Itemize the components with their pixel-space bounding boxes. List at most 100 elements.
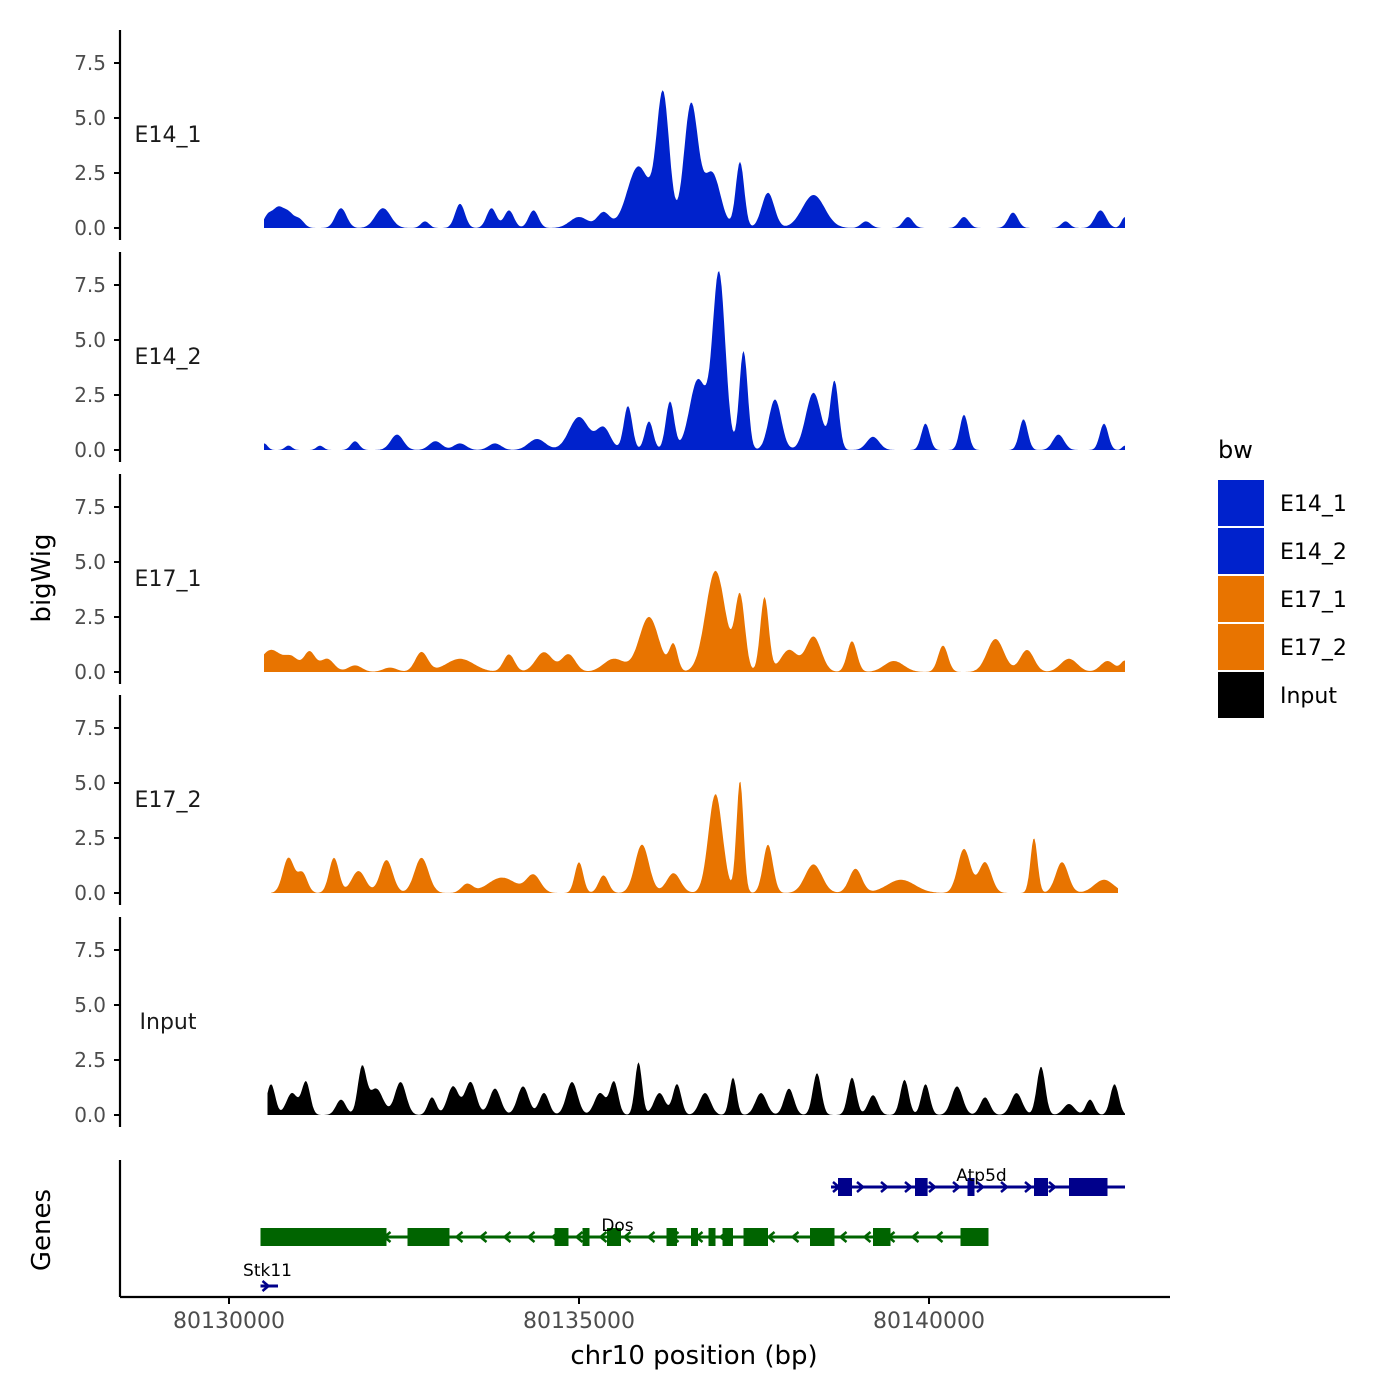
y-tick-label: 2.5 (74, 383, 106, 407)
strand-arrow (862, 1231, 872, 1243)
legend-swatch (1218, 480, 1264, 526)
y-tick-label: 2.5 (74, 1048, 106, 1072)
strand-arrow (766, 1231, 776, 1243)
y-tick-label: 5.0 (74, 993, 106, 1017)
y-tick-label: 2.5 (74, 826, 106, 850)
y-tick-label: 5.0 (74, 106, 106, 130)
strand-arrow (478, 1231, 488, 1243)
y-tick-label: 7.5 (74, 51, 106, 75)
exon (838, 1178, 852, 1196)
exon (554, 1228, 569, 1246)
exon (1034, 1178, 1048, 1196)
strand-arrow (856, 1181, 865, 1193)
legend-label: E14_1 (1280, 492, 1347, 517)
strand-arrow (598, 1231, 608, 1243)
track-e17-1: 0.0 2.5 5.0 7.5 E17_1 (74, 474, 1125, 684)
exon (722, 1228, 733, 1246)
strand-arrow (454, 1231, 464, 1243)
track-label: E14_2 (135, 345, 202, 370)
y-tick-label: 7.5 (74, 716, 106, 740)
legend-label: E17_1 (1280, 588, 1347, 613)
strand-arrow (1000, 1181, 1009, 1193)
exon (666, 1228, 677, 1246)
legend-label: Input (1280, 684, 1337, 709)
strand-arrow (646, 1231, 656, 1243)
x-axis-title: chr10 position (bp) (570, 1341, 817, 1371)
legend-title: bw (1218, 436, 1253, 464)
y-tick-label: 5.0 (74, 550, 106, 574)
legend-label: E17_2 (1280, 636, 1347, 661)
y-axis-title: bigWig (27, 533, 57, 622)
strand-arrow (952, 1181, 961, 1193)
y-tick-label: 2.5 (74, 161, 106, 185)
x-tick-label: 80135000 (523, 1309, 635, 1334)
area-e17-1 (264, 570, 1125, 672)
x-tick-label: 80140000 (873, 1309, 985, 1334)
track-e14-1: 0.0 2.5 5.0 7.5 E14_1 (74, 30, 1125, 240)
strand-arrow (622, 1231, 632, 1243)
x-tick-label: 80130000 (173, 1309, 285, 1334)
gene-label: Stk11 (243, 1261, 292, 1281)
exon (967, 1178, 975, 1196)
y-tick-label: 7.5 (74, 495, 106, 519)
gene-label: Atp5d (956, 1166, 1006, 1186)
gene-dos: Dos (260, 1216, 989, 1246)
exon (708, 1228, 716, 1246)
y-tick-label: 7.5 (74, 938, 106, 962)
area-e14-1 (264, 90, 1125, 228)
strand-arrow (526, 1231, 536, 1243)
track-label: E17_1 (135, 567, 202, 592)
signal-tracks: 0.0 2.5 5.0 7.5 E14_1 0.0 2.5 5.0 7.5 E14_2 0.0 2.5… (74, 30, 1125, 1127)
exon (607, 1228, 621, 1246)
strand-arrow (261, 1280, 271, 1292)
legend-label: E14_2 (1280, 540, 1347, 565)
gene-label: Dos (601, 1216, 633, 1236)
y-tick-label: 0.0 (74, 438, 106, 462)
gene-atp5d: Atp5d (831, 1166, 1125, 1196)
gene-stk11: Stk11 (243, 1261, 292, 1292)
exon (691, 1228, 698, 1246)
area-input (267, 1062, 1125, 1115)
exon (260, 1228, 387, 1246)
gene-track: Atp5d Dos Stk11 (118, 1160, 1125, 1297)
y-tick-label: 2.5 (74, 605, 106, 629)
y-tick-label: 5.0 (74, 771, 106, 795)
exon (582, 1228, 590, 1246)
strand-arrow (838, 1231, 848, 1243)
strand-arrow (502, 1231, 512, 1243)
y-tick-label: 0.0 (74, 881, 106, 905)
strand-arrow (1024, 1181, 1033, 1193)
legend-swatch (1218, 528, 1264, 574)
strand-arrow (574, 1231, 584, 1243)
exon (1069, 1178, 1108, 1196)
track-e14-2: 0.0 2.5 5.0 7.5 E14_2 (74, 252, 1125, 462)
strand-arrow (904, 1181, 913, 1193)
legend: bw E14_1 E14_2 E17_1 E17_2 Input (1218, 436, 1347, 718)
legend-swatch (1218, 576, 1264, 622)
exon (743, 1228, 768, 1246)
exon (873, 1228, 891, 1246)
track-input: 0.0 2.5 5.0 7.5 Input (74, 917, 1125, 1127)
strand-arrow (934, 1231, 944, 1243)
exon (960, 1228, 989, 1246)
y-tick-label: 0.0 (74, 660, 106, 684)
strand-arrow (790, 1231, 800, 1243)
strand-arrow (880, 1181, 889, 1193)
x-axis: 80130000 80135000 80140000 (120, 1295, 1170, 1334)
genes-axis-title: Genes (27, 1189, 57, 1271)
exon (407, 1228, 450, 1246)
track-label: Input (140, 1010, 197, 1035)
area-e17-2 (271, 781, 1118, 893)
track-label: E17_2 (135, 788, 202, 813)
area-e14-2 (264, 271, 1125, 450)
track-e17-2: 0.0 2.5 5.0 7.5 E17_2 (74, 695, 1118, 905)
y-tick-label: 0.0 (74, 1103, 106, 1127)
y-tick-label: 0.0 (74, 216, 106, 240)
y-tick-label: 7.5 (74, 273, 106, 297)
exon (810, 1228, 835, 1246)
strand-arrow (910, 1231, 920, 1243)
exon (915, 1178, 928, 1196)
strand-arrow (928, 1181, 937, 1193)
strand-arrow (976, 1181, 985, 1193)
